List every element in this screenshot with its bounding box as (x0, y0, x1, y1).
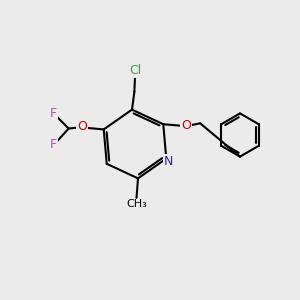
Text: N: N (164, 155, 173, 168)
Text: F: F (50, 138, 57, 151)
Text: F: F (50, 107, 57, 120)
Text: CH₃: CH₃ (126, 200, 147, 209)
Text: Cl: Cl (130, 64, 142, 76)
Text: O: O (181, 119, 191, 132)
Text: O: O (77, 120, 87, 133)
